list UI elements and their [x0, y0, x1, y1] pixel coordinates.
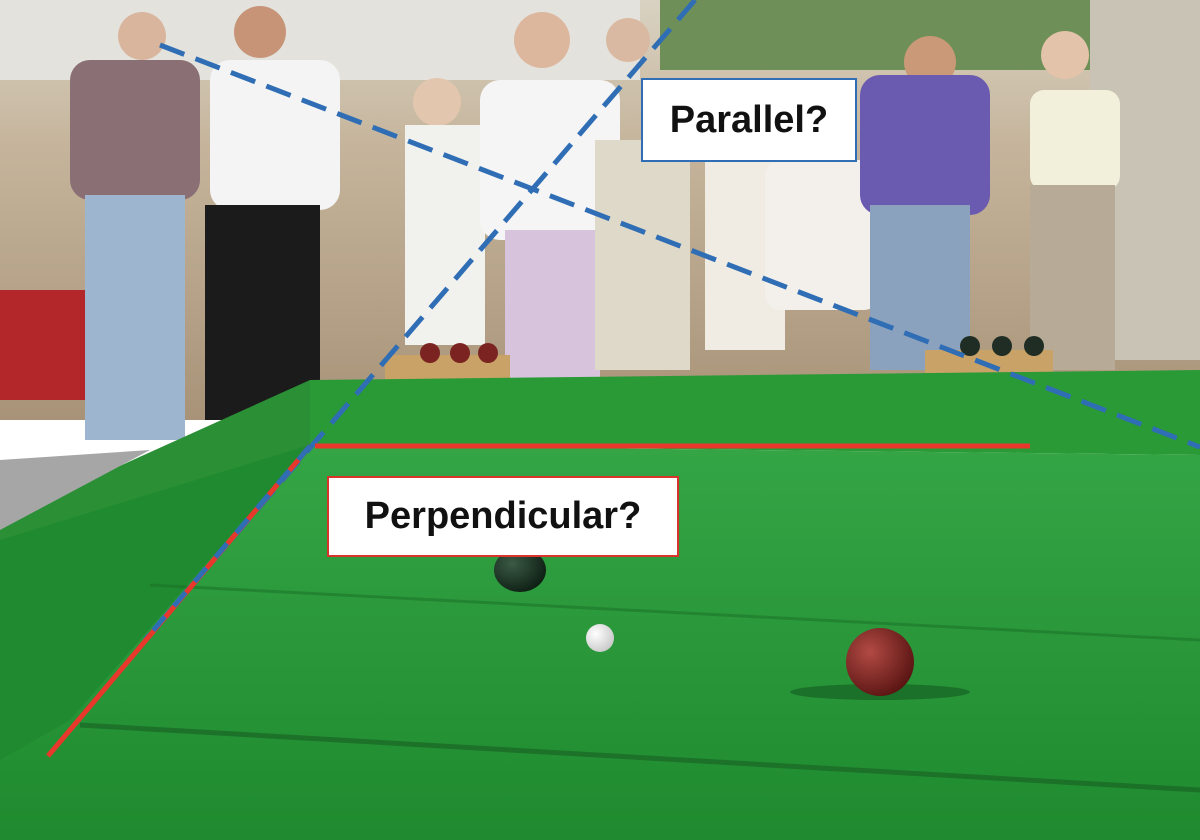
background-foliage — [660, 0, 1100, 70]
court-back-wall — [310, 370, 1200, 455]
white-pallino — [586, 624, 614, 652]
red-ball — [846, 628, 914, 696]
side-edge-dash-overlay — [143, 444, 312, 642]
parallel-label: Parallel? — [641, 78, 857, 162]
dark-green-ball — [494, 548, 546, 592]
court-left-wall — [0, 445, 310, 760]
perpendicular-label: Perpendicular? — [327, 476, 679, 557]
parallel-guide-line — [159, 42, 1200, 450]
walkway — [0, 450, 150, 530]
